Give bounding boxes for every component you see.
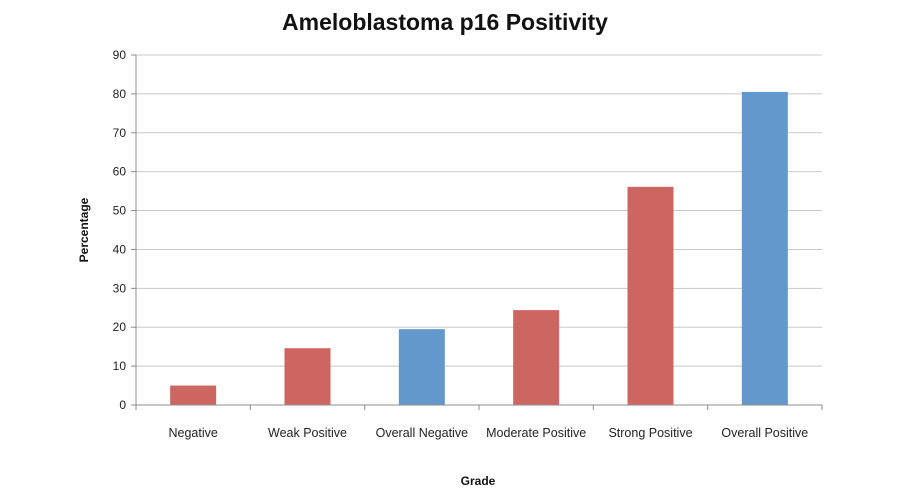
gridlines	[136, 54, 822, 367]
y-tick-label: 40	[113, 242, 127, 256]
x-category-label: Strong Positive	[608, 426, 692, 440]
y-tick-label: 10	[113, 359, 127, 373]
x-axis-ticks	[135, 405, 823, 410]
x-axis-title: Grade	[461, 474, 496, 488]
y-tick-label: 90	[113, 48, 127, 62]
y-tick-label: 0	[119, 398, 126, 412]
y-tick-label: 30	[113, 281, 127, 295]
x-category-label: Overall Negative	[376, 426, 468, 440]
bar-negative	[170, 385, 217, 405]
chart-title: Ameloblastoma p16 Positivity	[282, 9, 608, 35]
y-tick-label: 60	[113, 165, 127, 179]
y-axis-ticks: 0 10 20 30 40 50 60 70 80 90	[113, 48, 136, 412]
bar-strong-positive	[627, 186, 674, 405]
x-category-label: Weak Positive	[268, 426, 347, 440]
y-tick-label: 50	[113, 204, 127, 218]
y-tick-label: 70	[113, 126, 127, 140]
bar-moderate-positive	[513, 310, 560, 405]
y-tick-label: 80	[113, 87, 127, 101]
x-category-label: Overall Positive	[721, 426, 808, 440]
bars	[170, 91, 788, 405]
x-category-label: Moderate Positive	[486, 426, 586, 440]
x-axis-category-labels: Negative Weak Positive Overall Negative Mod…	[168, 426, 808, 440]
y-axis-title: Percentage	[77, 197, 91, 262]
y-tick-label: 20	[113, 320, 127, 334]
bar-overall-negative	[398, 329, 445, 405]
bar-overall-positive	[741, 91, 788, 405]
bar-weak-positive	[284, 348, 331, 405]
x-category-label: Negative	[168, 426, 217, 440]
